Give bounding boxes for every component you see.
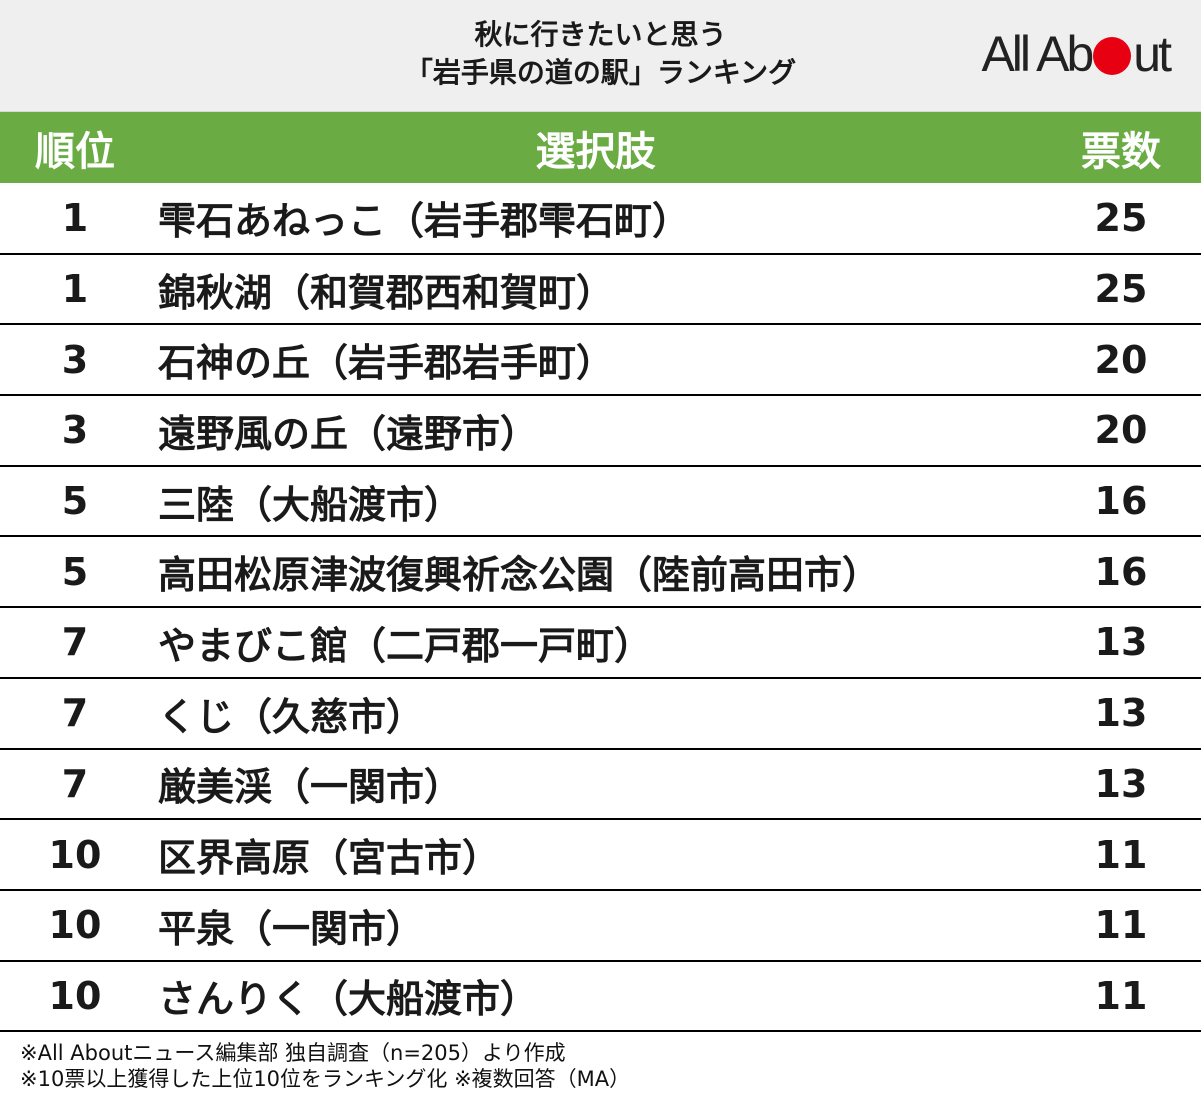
row-name: 雫石あねっこ（岩手郡雫石町） bbox=[158, 199, 691, 244]
row-rank: 1 bbox=[61, 195, 89, 240]
row-rank: 5 bbox=[61, 479, 89, 524]
row-rank: 10 bbox=[48, 903, 102, 948]
row-votes: 13 bbox=[1094, 691, 1148, 736]
ranking-table: 順位 選択肢 票数 1 雫石あねっこ（岩手郡雫石町） 25 1 錦秋湖（和賀郡西… bbox=[0, 112, 1201, 1032]
table-row: 10 平泉（一関市） 11 bbox=[0, 890, 1201, 961]
header-votes: 票数 bbox=[1081, 128, 1161, 175]
table-row: 1 雫石あねっこ（岩手郡雫石町） 25 bbox=[0, 183, 1201, 254]
footnote-method: ※10票以上獲得した上位10位をランキング化 ※複数回答（MA） bbox=[20, 1067, 631, 1092]
table-row: 7 くじ（久慈市） 13 bbox=[0, 678, 1201, 749]
table-row: 3 石神の丘（岩手郡岩手町） 20 bbox=[0, 324, 1201, 396]
title-line-2: 「岩手県の道の駅」ランキング bbox=[404, 56, 797, 89]
header-choice: 選択肢 bbox=[535, 128, 656, 175]
row-rank: 10 bbox=[48, 973, 102, 1018]
table-row: 7 やまびこ館（二戸郡一戸町） 13 bbox=[0, 607, 1201, 678]
title-banner: 秋に行きたいと思う 「岩手県の道の駅」ランキング All Ab ut bbox=[0, 0, 1201, 112]
row-name: やまびこ館（二戸郡一戸町） bbox=[158, 623, 653, 668]
row-rank: 7 bbox=[61, 691, 89, 736]
row-name: 三陸（大船渡市） bbox=[158, 482, 463, 527]
row-name: 厳美渓（一関市） bbox=[158, 765, 463, 810]
table-header-row: 順位 選択肢 票数 bbox=[0, 112, 1201, 183]
row-name: さんりく（大船渡市） bbox=[158, 977, 539, 1022]
header-rank: 順位 bbox=[35, 128, 115, 175]
table-row: 5 三陸（大船渡市） 16 bbox=[0, 466, 1201, 537]
row-votes: 13 bbox=[1094, 620, 1148, 665]
table-row: 10 さんりく（大船渡市） 11 bbox=[0, 961, 1201, 1032]
row-votes: 16 bbox=[1094, 479, 1148, 524]
table-row: 3 遠野風の丘（遠野市） 20 bbox=[0, 395, 1201, 466]
logo-red-dot bbox=[1093, 37, 1132, 75]
row-rank: 5 bbox=[61, 549, 89, 594]
row-votes: 11 bbox=[1094, 903, 1148, 948]
row-name: 平泉（一関市） bbox=[158, 906, 425, 951]
row-name: 錦秋湖（和賀郡西和賀町） bbox=[158, 270, 615, 315]
row-votes: 25 bbox=[1094, 195, 1148, 240]
row-name: くじ（久慈市） bbox=[158, 694, 425, 739]
row-name: 石神の丘（岩手郡岩手町） bbox=[158, 341, 615, 386]
page-title: 秋に行きたいと思う 「岩手県の道の駅」ランキング bbox=[0, 16, 1201, 92]
table-row: 5 高田松原津波復興祈念公園（陸前高田市） 16 bbox=[0, 536, 1201, 608]
row-name: 区界高原（宮古市） bbox=[158, 836, 501, 881]
footnotes: ※All Aboutニュース編集部 独自調査（n=205）より作成 ※10票以上… bbox=[0, 1032, 1201, 1092]
row-votes: 25 bbox=[1094, 267, 1148, 312]
table-row: 10 区界高原（宮古市） 11 bbox=[0, 819, 1201, 890]
row-rank: 7 bbox=[61, 620, 89, 665]
row-votes: 20 bbox=[1094, 337, 1148, 382]
row-rank: 10 bbox=[48, 832, 102, 877]
footnote-source: ※All Aboutニュース編集部 独自調査（n=205）より作成 bbox=[20, 1041, 566, 1066]
title-line-1: 秋に行きたいと思う bbox=[474, 18, 727, 51]
row-votes: 11 bbox=[1094, 832, 1148, 877]
row-votes: 20 bbox=[1094, 408, 1148, 453]
row-name: 高田松原津波復興祈念公園（陸前高田市） bbox=[158, 553, 881, 598]
all-about-logo: All Ab ut bbox=[981, 24, 1172, 84]
logo-text-before: All Ab bbox=[981, 26, 1094, 82]
table-row: 7 厳美渓（一関市） 13 bbox=[0, 749, 1201, 820]
logo-text-after: ut bbox=[1133, 26, 1172, 82]
table-row: 1 錦秋湖（和賀郡西和賀町） 25 bbox=[0, 254, 1201, 325]
row-rank: 7 bbox=[61, 761, 89, 806]
row-votes: 13 bbox=[1094, 761, 1148, 806]
row-name: 遠野風の丘（遠野市） bbox=[158, 411, 539, 456]
row-rank: 3 bbox=[61, 337, 89, 382]
row-rank: 3 bbox=[61, 408, 89, 453]
row-votes: 16 bbox=[1094, 549, 1148, 594]
row-rank: 1 bbox=[61, 267, 89, 312]
row-votes: 11 bbox=[1094, 973, 1148, 1018]
